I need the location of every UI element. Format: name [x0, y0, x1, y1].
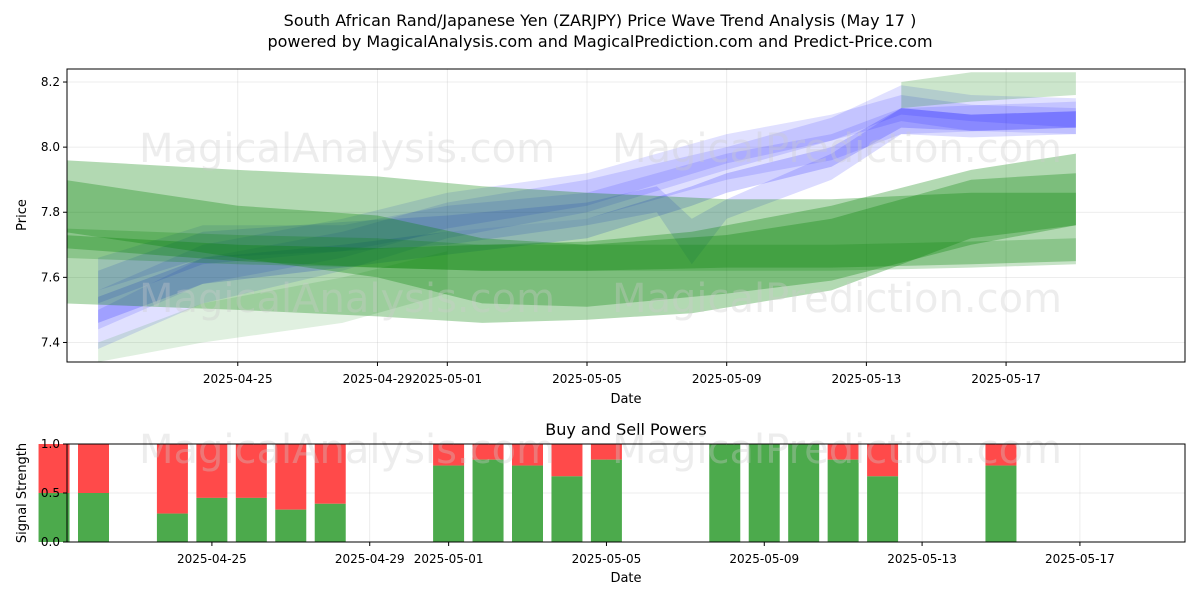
buy-power-bar [196, 497, 228, 542]
price-wave-band-1 [98, 85, 1076, 350]
signal-x-tick-label: 2025-04-29 [335, 552, 405, 566]
sell-power-bar [433, 444, 465, 466]
buy-power-bar [314, 503, 346, 542]
price-x-tick-label: 2025-04-29 [343, 372, 413, 386]
chart-title: South African Rand/Japanese Yen (ZARJPY)… [284, 11, 917, 30]
signal-y-tick-label: 1.0 [41, 437, 60, 451]
price-y-tick-label: 8.2 [41, 75, 60, 89]
signal-axes: Buy and Sell Powers MagicalAnalysis.com … [15, 420, 1186, 586]
buy-power-bar [156, 513, 188, 542]
price-x-tick-label: 2025-04-25 [203, 372, 273, 386]
signal-x-label: Date [610, 571, 641, 586]
price-wave-band-8 [67, 153, 1076, 323]
sell-power-bar [78, 444, 109, 493]
sell-power-bar [235, 444, 267, 498]
buy-power-bar [472, 459, 504, 542]
watermark-magical-prediction: MagicalPrediction.com [612, 276, 1062, 322]
price-grid [67, 69, 1185, 362]
price-x-tick-label: 2025-05-09 [692, 372, 762, 386]
sell-power-bar [38, 444, 70, 493]
watermark-magical-analysis: MagicalAnalysis.com [139, 276, 555, 322]
sell-power-bar [867, 444, 899, 477]
signal-y-label: Signal Strength [15, 443, 30, 543]
price-wave-band-4 [98, 108, 1076, 323]
price-axes: MagicalAnalysis.com MagicalPrediction.co… [15, 68, 1186, 407]
signal-bars [38, 444, 1017, 542]
signal-ticks: 0.0 0.5 1.0 2025-04-25 2025-04-29 2025-05-01 2… [41, 437, 1115, 566]
price-wave-band-7 [67, 173, 1076, 307]
signal-watermarks: MagicalAnalysis.com MagicalPrediction.co… [139, 427, 1062, 473]
sell-power-bar [551, 444, 583, 477]
price-wave-band-6 [67, 160, 1076, 271]
price-x-tick-label: 2025-05-13 [832, 372, 902, 386]
price-x-label: Date [610, 392, 641, 407]
price-wave-band-2 [98, 95, 1076, 330]
price-y-tick-label: 7.4 [41, 335, 60, 349]
price-plot-frame [66, 68, 1186, 363]
sell-power-bar [472, 444, 504, 460]
price-x-tick-label: 2025-05-01 [412, 372, 482, 386]
buy-power-bar [985, 465, 1017, 542]
price-wave-band-3 [98, 108, 1076, 304]
price-y-tick-label: 8.0 [41, 140, 60, 154]
buy-power-bar [551, 476, 583, 542]
watermark-magical-prediction: MagicalPrediction.com [612, 427, 1062, 473]
price-watermarks: MagicalAnalysis.com MagicalPrediction.co… [139, 126, 1062, 322]
price-x-tick-label: 2025-05-17 [971, 372, 1041, 386]
buy-power-bar [827, 459, 859, 542]
price-wave-band-10 [901, 72, 1076, 109]
sell-power-bar [156, 444, 188, 514]
sell-power-bar [590, 444, 622, 460]
buy-power-bar [867, 476, 899, 542]
buy-power-bar [275, 509, 307, 542]
signal-y-tick-label: 0.5 [41, 486, 60, 500]
price-x-tick-label: 2025-05-05 [552, 372, 622, 386]
sell-power-bar [196, 444, 228, 498]
watermark-magical-analysis: MagicalAnalysis.com [139, 427, 555, 473]
price-y-tick-label: 7.8 [41, 205, 60, 219]
watermark-magical-prediction: MagicalPrediction.com [612, 126, 1062, 172]
sell-power-bar [985, 444, 1017, 466]
price-y-tick-label: 7.6 [41, 270, 60, 284]
buy-power-bar [433, 465, 465, 542]
price-wave-band-11 [98, 251, 448, 362]
signal-x-tick-label: 2025-05-09 [729, 552, 799, 566]
buy-power-bar [788, 444, 820, 542]
signal-x-tick-label: 2025-05-17 [1045, 552, 1115, 566]
sell-power-bar [314, 444, 346, 504]
buy-power-bar [512, 465, 543, 542]
signal-x-tick-label: 2025-05-05 [572, 552, 642, 566]
buy-power-bar [748, 444, 780, 542]
sell-power-bar [827, 444, 859, 460]
buy-power-bar [78, 493, 109, 542]
price-y-label: Price [15, 199, 30, 231]
signal-chart-title: Buy and Sell Powers [545, 420, 707, 439]
watermark-magical-analysis: MagicalAnalysis.com [139, 126, 555, 172]
price-wave-band-9 [67, 228, 1076, 271]
buy-power-bar [235, 497, 267, 542]
signal-x-tick-label: 2025-05-13 [887, 552, 957, 566]
signal-x-tick-label: 2025-04-25 [177, 552, 247, 566]
signal-x-tick-label: 2025-05-01 [414, 552, 484, 566]
sell-power-bar [275, 444, 307, 510]
signal-y-tick-label: 0.0 [41, 535, 60, 549]
price-wave-band-5 [98, 101, 1076, 291]
chart-subtitle: powered by MagicalAnalysis.com and Magic… [267, 32, 932, 51]
buy-power-bar [709, 444, 741, 542]
buy-power-bar [590, 459, 622, 542]
buy-power-bar [38, 493, 70, 542]
sell-power-bar [512, 444, 543, 466]
price-wave-bands [67, 72, 1076, 362]
